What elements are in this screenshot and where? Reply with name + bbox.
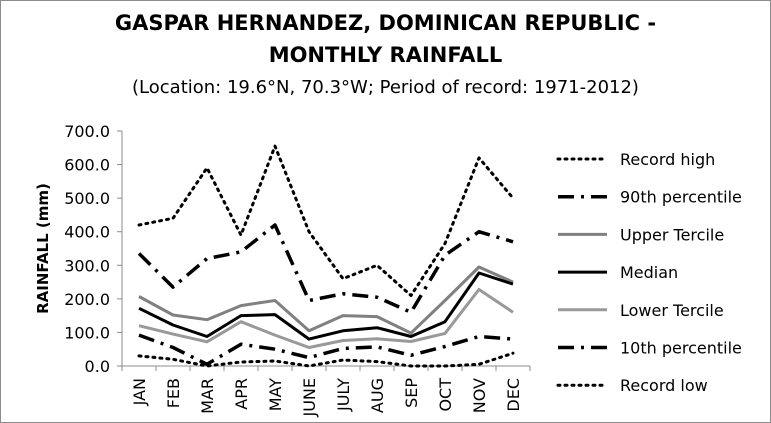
chart-title: GASPAR HERNANDEZ, DOMINICAN REPUBLIC - M…: [1, 7, 770, 71]
x-tick-label: FEB: [164, 378, 183, 408]
legend-label-10th-percentile: 10th percentile: [620, 339, 742, 358]
x-tick-label: APR: [232, 378, 251, 410]
y-tick-label: 300.0: [64, 256, 110, 275]
chart-title-line2: MONTHLY RAINFALL: [268, 43, 503, 67]
series-line-median: [138, 271, 514, 341]
x-tick-label: SEP: [402, 378, 421, 408]
y-axis-title: RAINFALL (mm): [34, 183, 52, 314]
series-line-record-high: [137, 144, 515, 297]
series-line-record-low: [137, 351, 515, 368]
series-line-10th-percentile: [138, 333, 514, 367]
x-tick-label: OCT: [436, 378, 455, 412]
series-line-upper-tercile: [138, 265, 514, 335]
y-tick-label: 0.0: [85, 357, 110, 376]
x-tick-label: JUNE: [300, 378, 319, 418]
legend-label-lower-tercile: Lower Tercile: [620, 301, 724, 320]
y-tick-label: 400.0: [64, 223, 110, 242]
legend-label-upper-tercile: Upper Tercile: [620, 225, 724, 244]
chart-subtitle: (Location: 19.6°N, 70.3°W; Period of rec…: [132, 77, 639, 98]
y-tick-label: 600.0: [64, 156, 110, 175]
x-tick-label: JULY: [334, 378, 353, 412]
x-tick-label: MAR: [198, 378, 217, 414]
y-tick-label: 200.0: [64, 290, 110, 309]
x-tick-label: AUG: [368, 378, 387, 413]
x-tick-label: DEC: [504, 378, 523, 412]
series-line-90th-percentile: [137, 223, 514, 315]
legend-label-record-low: Record low: [620, 376, 708, 395]
legend-label-median: Median: [620, 263, 678, 282]
series-line-lower-tercile: [138, 288, 514, 349]
legend-label-record-high: Record high: [620, 150, 715, 169]
y-tick-label: 500.0: [64, 189, 110, 208]
x-tick-label: JAN: [130, 378, 149, 406]
x-tick-label: MAY: [266, 378, 285, 412]
legend-label-90th-percentile: 90th percentile: [620, 188, 742, 207]
y-tick-label: 100.0: [64, 323, 110, 342]
y-tick-label: 700.0: [64, 122, 110, 141]
x-tick-label: NOV: [470, 378, 489, 413]
chart-title-line1: GASPAR HERNANDEZ, DOMINICAN REPUBLIC -: [114, 11, 657, 35]
